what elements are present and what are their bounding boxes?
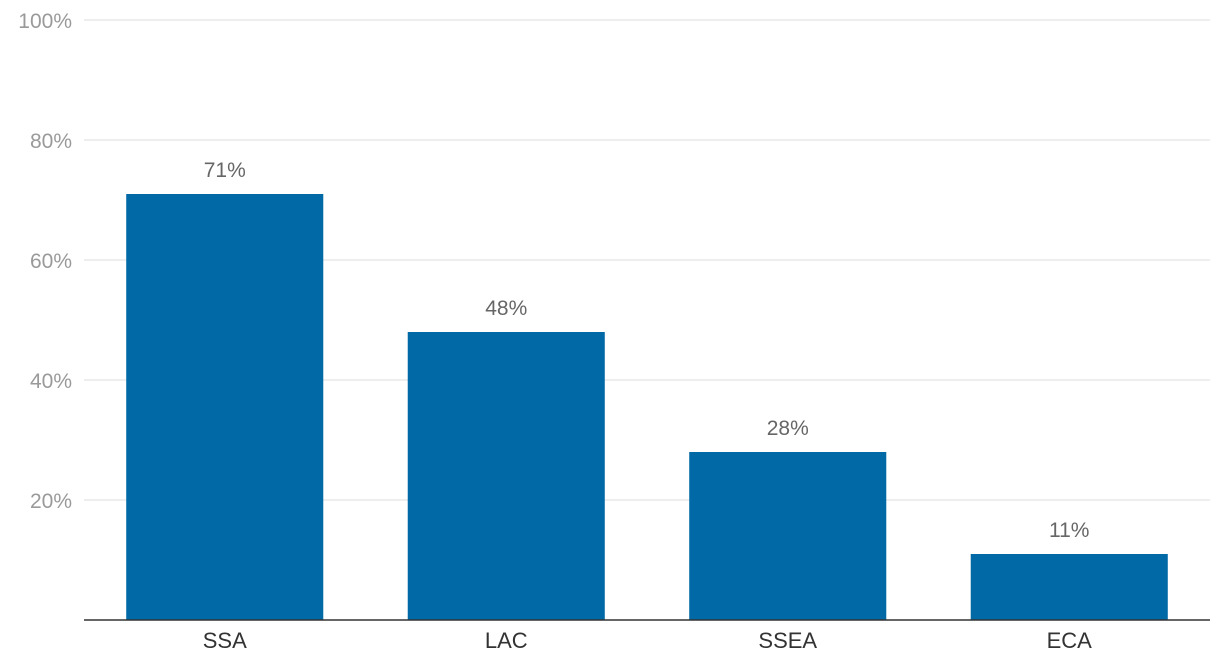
y-tick-label: 60% [30,250,72,273]
data-label-ssa: 71% [204,159,246,182]
bar-ssa [126,194,324,620]
bar-ssea [689,452,887,620]
data-label-lac: 48% [485,297,527,320]
x-axis-tick-labels: SSA LAC SSEA ECA [203,628,1092,653]
y-tick-label: 40% [30,370,72,393]
x-tick-label-ssa: SSA [203,628,247,653]
y-axis-tick-labels: 20% 40% 60% 80% 100% [18,10,72,513]
y-tick-label: 100% [18,10,72,33]
data-label-eca: 11% [1049,519,1089,542]
y-tick-label: 20% [30,490,72,513]
data-label-ssea: 28% [767,417,809,440]
x-tick-label-lac: LAC [485,628,528,653]
bar-lac [407,332,605,620]
bars [126,194,1168,620]
x-tick-label-eca: ECA [1047,628,1093,653]
x-tick-label-ssea: SSEA [758,628,817,653]
bar-eca [970,554,1168,620]
data-labels: 71% 48% 28% 11% [204,159,1090,542]
y-tick-label: 80% [30,130,72,153]
